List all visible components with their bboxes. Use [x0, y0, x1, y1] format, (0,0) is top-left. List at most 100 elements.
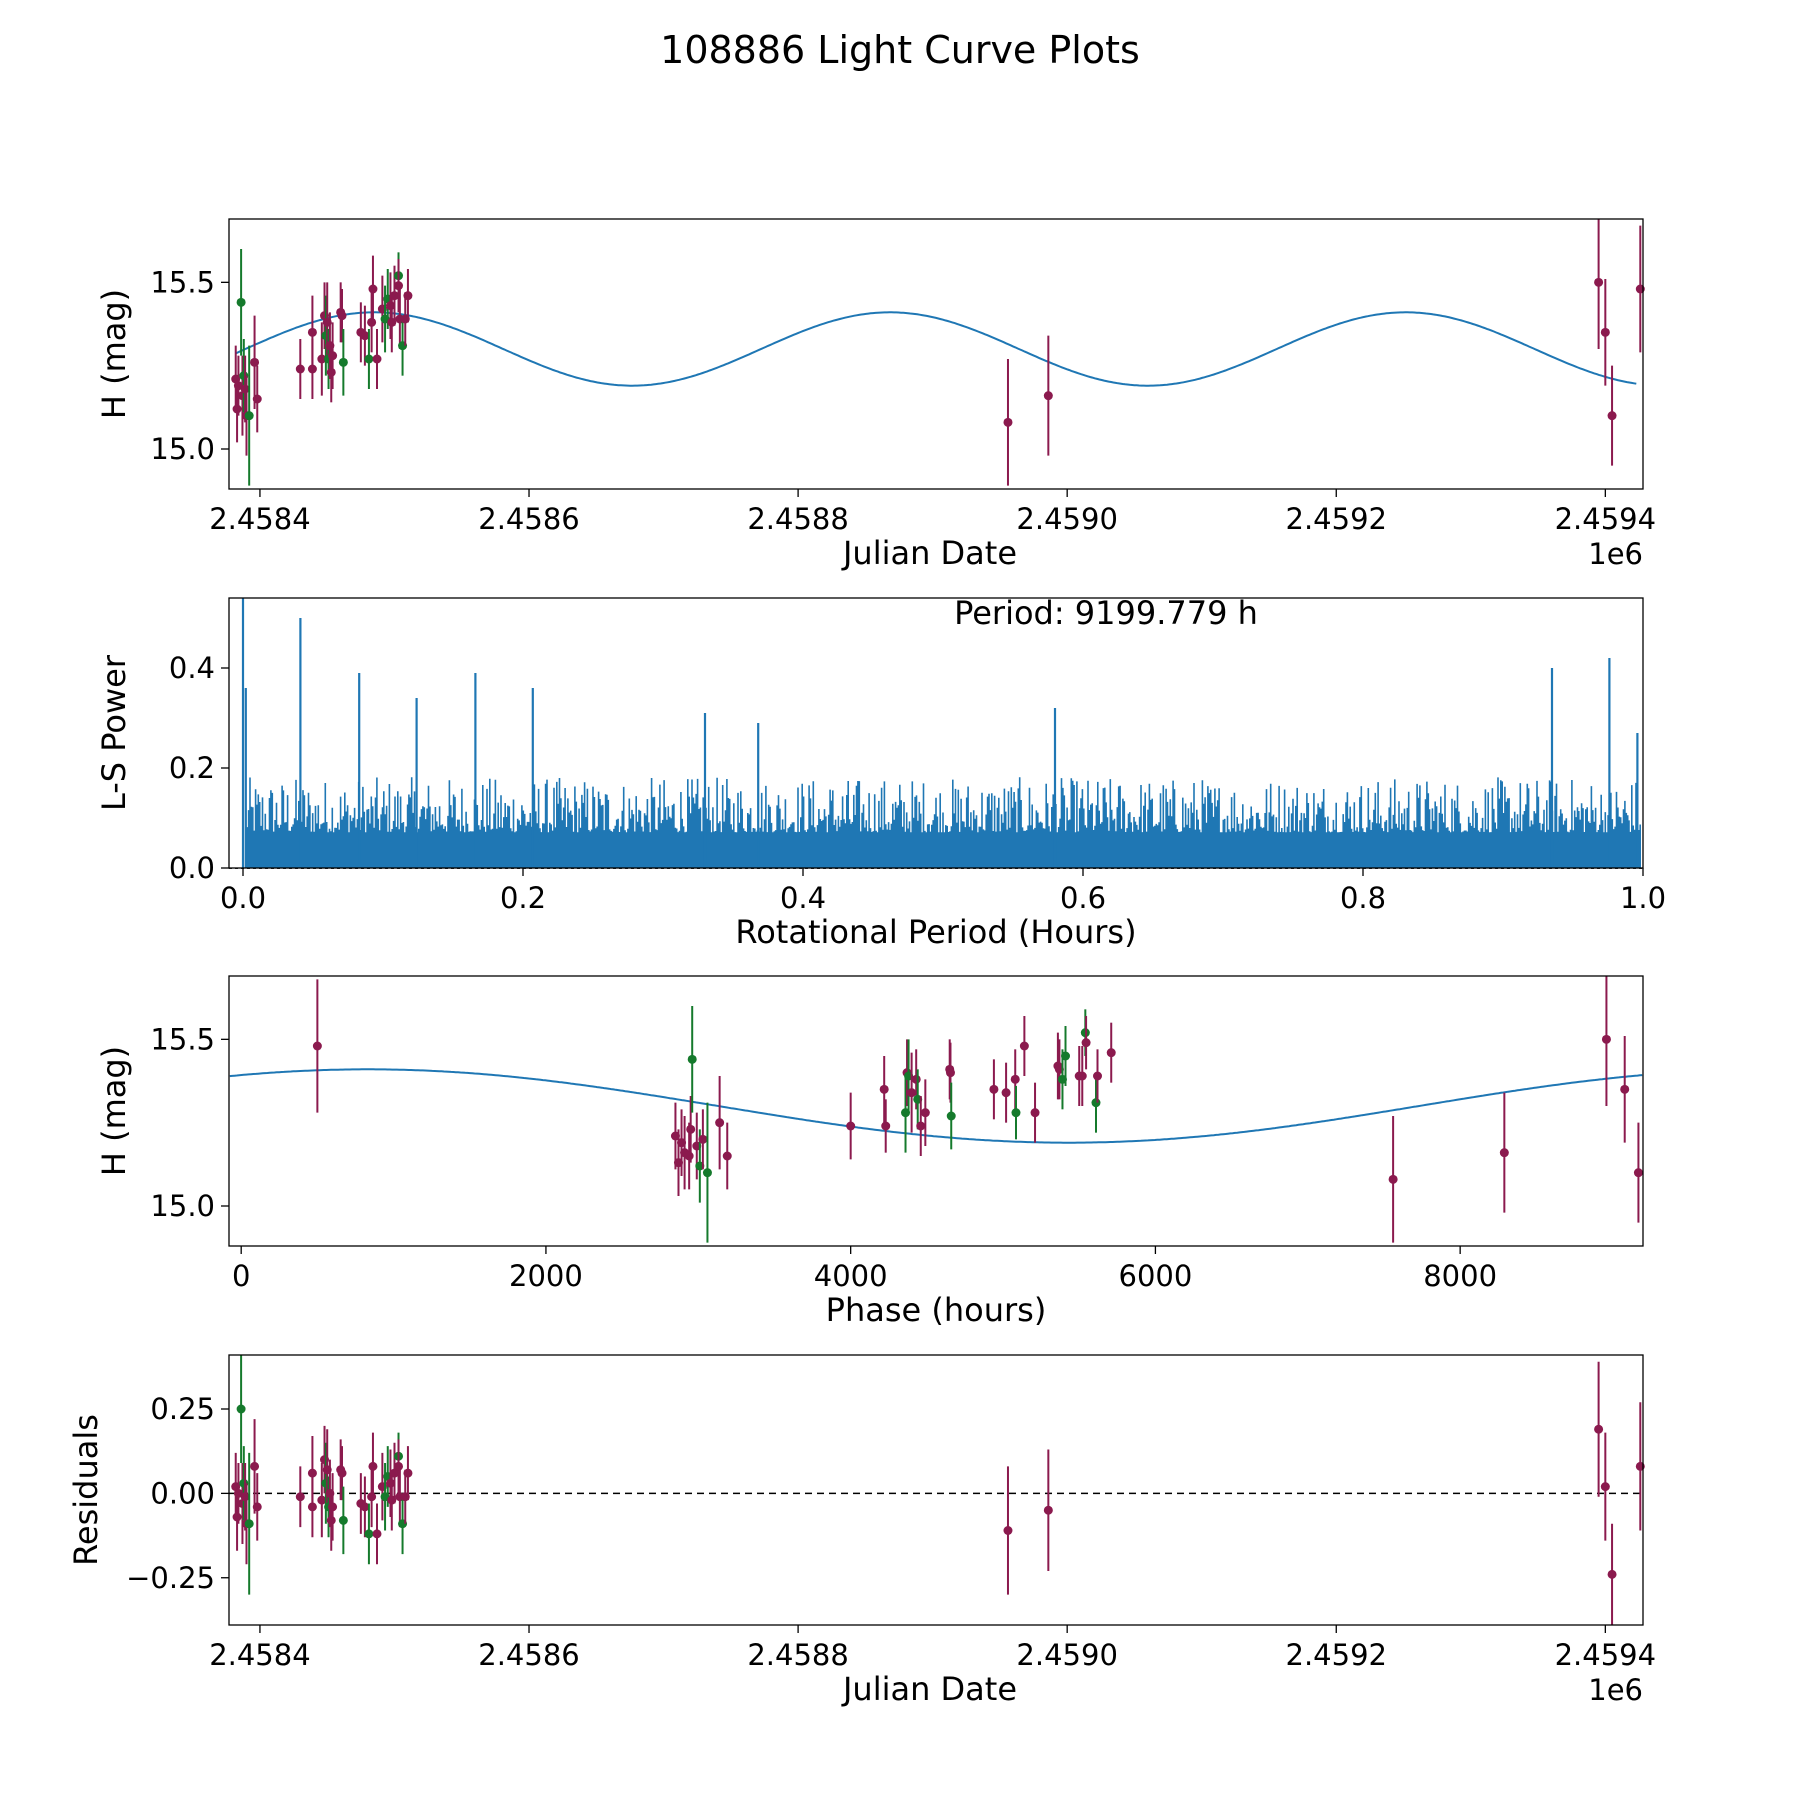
data-point	[1106, 1048, 1116, 1058]
data-point	[252, 1502, 262, 1512]
data-point	[698, 1134, 708, 1144]
data-point	[295, 364, 305, 374]
x-tick-label: 2.4590	[1016, 502, 1117, 536]
data-point	[911, 1074, 921, 1084]
data-point	[1600, 1482, 1610, 1492]
data-point	[337, 1468, 347, 1478]
data-point	[1499, 1148, 1509, 1158]
x-tick-label: 2.4594	[1555, 1638, 1656, 1672]
data-point	[252, 394, 262, 404]
data-point	[687, 1054, 697, 1064]
phased-model-curve	[229, 1068, 1643, 1144]
data-point	[236, 297, 246, 307]
data-point	[1001, 1088, 1011, 1098]
x-tick-label: 2.4588	[747, 1638, 848, 1672]
x-tick-label: 1.0	[1620, 881, 1666, 915]
data-point	[1620, 1084, 1630, 1094]
y-tick-label: 15.5	[150, 1022, 215, 1056]
data-point	[326, 367, 336, 377]
figure-title: 108886 Light Curve Plots	[660, 28, 1140, 72]
data-point	[1003, 417, 1013, 427]
data-point	[337, 311, 347, 321]
x-tick-label: 2.4584	[209, 502, 310, 536]
data-point	[389, 291, 399, 301]
data-point	[1607, 1569, 1617, 1579]
data-point	[1601, 1034, 1611, 1044]
data-point	[702, 1168, 712, 1178]
data-point	[1043, 1505, 1053, 1515]
x-offset-label: 1e6	[1588, 537, 1643, 571]
data-point	[244, 1519, 254, 1529]
data-point	[920, 1108, 930, 1118]
data-point	[1091, 1098, 1101, 1108]
y-tick-label: 0.00	[150, 1476, 215, 1510]
data-point	[368, 284, 378, 294]
x-tick-label: 2.4588	[747, 502, 848, 536]
data-point	[307, 1502, 317, 1512]
x-tick-label: 4000	[814, 1259, 888, 1293]
x-tick-label: 2000	[509, 1259, 583, 1293]
data-point	[394, 1461, 404, 1471]
data-point	[364, 354, 374, 364]
x-tick-label: 0.2	[500, 881, 546, 915]
x-tick-label: 2.4592	[1286, 1638, 1387, 1672]
x-tick-label: 2.4594	[1555, 502, 1656, 536]
x-axis-label: Julian Date	[841, 534, 1017, 572]
x-axis-label: Julian Date	[841, 1670, 1017, 1708]
x-tick-label: 0.8	[1340, 881, 1386, 915]
y-tick-label: 15.0	[150, 432, 215, 466]
data-point	[403, 291, 413, 301]
data-point	[360, 331, 370, 341]
y-tick-label: −0.25	[126, 1561, 215, 1595]
y-tick-label: 0.25	[150, 1392, 215, 1426]
x-axis-label: Phase (hours)	[826, 1291, 1047, 1329]
y-axis-label: H (mag)	[95, 289, 133, 419]
x-tick-label: 0.6	[1060, 881, 1106, 915]
data-point	[916, 1121, 926, 1131]
data-point	[684, 1151, 694, 1161]
data-point	[1003, 1526, 1013, 1535]
data-point	[1594, 277, 1604, 287]
model-curve	[235, 311, 1637, 387]
x-tick-label: 2.4586	[478, 502, 579, 536]
panel-phased-light-curve: 0 2000 4000 6000 8000 15.0 15.5 Phase (hours) H …	[95, 975, 1644, 1329]
x-tick-label: 2.4592	[1286, 502, 1387, 536]
data-point	[236, 1404, 246, 1414]
data-point	[233, 381, 243, 391]
x-tick-label: 2.4586	[478, 1638, 579, 1672]
data-point	[232, 1512, 242, 1522]
data-point	[328, 1502, 338, 1512]
data-point	[328, 351, 338, 361]
data-point	[372, 354, 382, 364]
panel-light-curve-vs-date: 2.4584 2.4586 2.4588 2.4590 2.4592 2.4594 15.0…	[95, 218, 1656, 572]
data-point	[907, 1088, 917, 1098]
data-point	[295, 1492, 305, 1502]
data-point	[945, 1068, 955, 1078]
data-point	[1388, 1174, 1398, 1184]
plot-frame	[228, 975, 1644, 1247]
x-tick-label: 0.4	[780, 881, 826, 915]
data-point	[1019, 1041, 1029, 1051]
data-point	[1607, 411, 1617, 421]
data-point	[1043, 391, 1053, 401]
data-point	[1011, 1108, 1021, 1118]
data-point	[244, 411, 254, 421]
plot-frame	[228, 218, 1644, 490]
data-point	[233, 1488, 243, 1498]
panel-periodogram: Period: 9199.779 h 0.0 0.2 0.4 0.6 0.8 1.0 0.0 0…	[95, 594, 1666, 951]
data-point	[1010, 1074, 1020, 1084]
data-point	[338, 357, 348, 367]
data-point	[250, 357, 260, 367]
x-tick-label: 2.4584	[209, 1638, 310, 1672]
data-point	[722, 1151, 732, 1161]
data-point	[1061, 1051, 1071, 1061]
data-point	[989, 1084, 999, 1094]
data-point	[1594, 1424, 1604, 1434]
plot-frame	[228, 597, 1644, 869]
y-tick-label: 15.5	[150, 265, 215, 299]
data-point	[367, 317, 377, 327]
data-point	[1030, 1108, 1040, 1118]
y-tick-label: 15.0	[150, 1189, 215, 1223]
x-tick-label: 0	[232, 1259, 250, 1293]
